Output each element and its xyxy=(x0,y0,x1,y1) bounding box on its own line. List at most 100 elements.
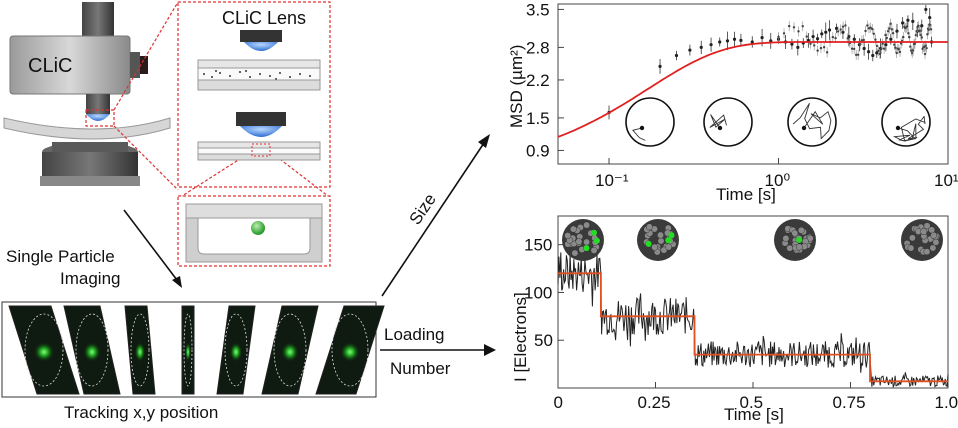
device-label: CLiC xyxy=(28,55,72,77)
msd-point xyxy=(906,15,910,26)
intensity-step-fit xyxy=(558,272,948,383)
msd-point xyxy=(889,33,893,45)
msd-point xyxy=(850,43,854,54)
msd-point xyxy=(894,42,897,53)
imaging-arrow xyxy=(123,209,182,288)
msd-point xyxy=(658,59,662,74)
trajectory-inset xyxy=(625,97,675,147)
msd-point xyxy=(881,38,884,49)
msd-point xyxy=(750,36,754,48)
msd-point xyxy=(787,21,791,32)
stage-foot xyxy=(40,176,140,186)
loading-label-2: Number xyxy=(390,359,451,378)
msd-point xyxy=(890,24,894,35)
intensity-xtick: 0 xyxy=(554,393,563,412)
msd-point xyxy=(699,40,703,55)
msd-point xyxy=(674,50,679,61)
msd-point xyxy=(856,49,860,60)
msd-point xyxy=(924,4,928,14)
tracking-frame xyxy=(216,305,256,395)
msd-point xyxy=(886,26,890,37)
msd-point xyxy=(884,38,888,52)
lens-panel-title: CLiC Lens xyxy=(222,8,306,28)
msd-point xyxy=(732,31,737,47)
lower-objective xyxy=(236,112,286,126)
intensity-ylabel: I [Electrons] xyxy=(511,292,530,382)
msd-point xyxy=(889,18,892,29)
pocket-detail xyxy=(177,195,331,267)
msd-point xyxy=(809,38,812,49)
tracking-frame xyxy=(63,305,121,395)
msd-point xyxy=(864,25,867,36)
msd-point xyxy=(801,38,805,48)
lower-substrate xyxy=(197,153,321,161)
single-particle-label-2: Imaging xyxy=(60,269,120,288)
pocket-highlight xyxy=(251,143,271,157)
stage-base xyxy=(42,152,138,183)
upper-substrate xyxy=(197,79,321,91)
pocket-lid xyxy=(185,203,323,219)
msd-point xyxy=(797,26,800,37)
msd-point xyxy=(844,20,847,31)
intensity-ytick: 150 xyxy=(524,236,552,255)
trapped-particle xyxy=(251,221,265,235)
msd-point xyxy=(925,43,928,54)
msd-point xyxy=(871,49,875,62)
intensity-ytick: 50 xyxy=(534,331,553,350)
msd-point xyxy=(891,28,895,39)
zoom-connectors xyxy=(113,1,329,197)
intensity-xtick: 0.75 xyxy=(833,393,866,412)
clic-device: CLiC xyxy=(3,2,171,186)
single-particle-label-1: Single Particle xyxy=(6,247,115,266)
msd-ytick: 0.9 xyxy=(526,141,550,160)
msd-point xyxy=(805,31,808,42)
msd-point xyxy=(911,45,915,56)
upper-coverslip xyxy=(197,59,321,69)
msd-point xyxy=(822,42,826,53)
msd-point xyxy=(790,38,794,50)
device-knob xyxy=(130,52,140,78)
pocket-detail-border xyxy=(177,195,331,267)
msd-plot-frame xyxy=(557,3,949,165)
intensity-xtick: 0.5 xyxy=(740,393,764,412)
msd-point xyxy=(806,32,810,48)
msd-point xyxy=(854,49,858,60)
msd-point xyxy=(792,22,796,33)
intensity-xlabel: Time [s] xyxy=(724,405,784,424)
msd-point xyxy=(884,30,887,41)
msd-point xyxy=(836,26,840,37)
msd-point xyxy=(739,33,743,47)
trajectory-insets xyxy=(625,97,931,147)
tracking-label: Tracking x,y position xyxy=(64,403,218,422)
msd-point xyxy=(911,12,915,30)
msd-point xyxy=(688,44,692,56)
loading-label-1: Loading xyxy=(384,325,445,344)
intensity-chart: 0 0.25 0.5 0.75 1.0 50 100 150 Time [s] I [Elec… xyxy=(511,215,958,424)
msd-point xyxy=(852,43,856,54)
size-label: Size xyxy=(406,190,440,228)
msd-point xyxy=(897,44,901,55)
tracking-frame xyxy=(261,305,319,395)
trajectory-inset xyxy=(703,97,753,147)
loading-inset xyxy=(562,219,604,261)
msd-point xyxy=(841,21,845,32)
loading-insets xyxy=(562,219,943,261)
intensity-trace xyxy=(557,252,949,389)
intensity-xtick: 1.0 xyxy=(935,393,958,412)
msd-point xyxy=(877,45,880,56)
msd-fit-curve xyxy=(557,41,948,138)
msd-point xyxy=(923,49,927,60)
zoom-region xyxy=(85,109,115,127)
msd-point xyxy=(908,32,911,43)
tracking-frame xyxy=(315,305,385,395)
clic-lens-panel: CLiC Lens xyxy=(177,1,331,188)
msd-point xyxy=(866,20,869,31)
msd-point xyxy=(725,31,730,51)
msd-point xyxy=(709,37,713,52)
loading-inset xyxy=(774,219,816,261)
msd-point xyxy=(898,46,902,57)
msd-point xyxy=(929,24,933,35)
trajectory-inset xyxy=(787,97,837,147)
msd-point xyxy=(718,37,722,47)
msd-point xyxy=(782,28,786,39)
